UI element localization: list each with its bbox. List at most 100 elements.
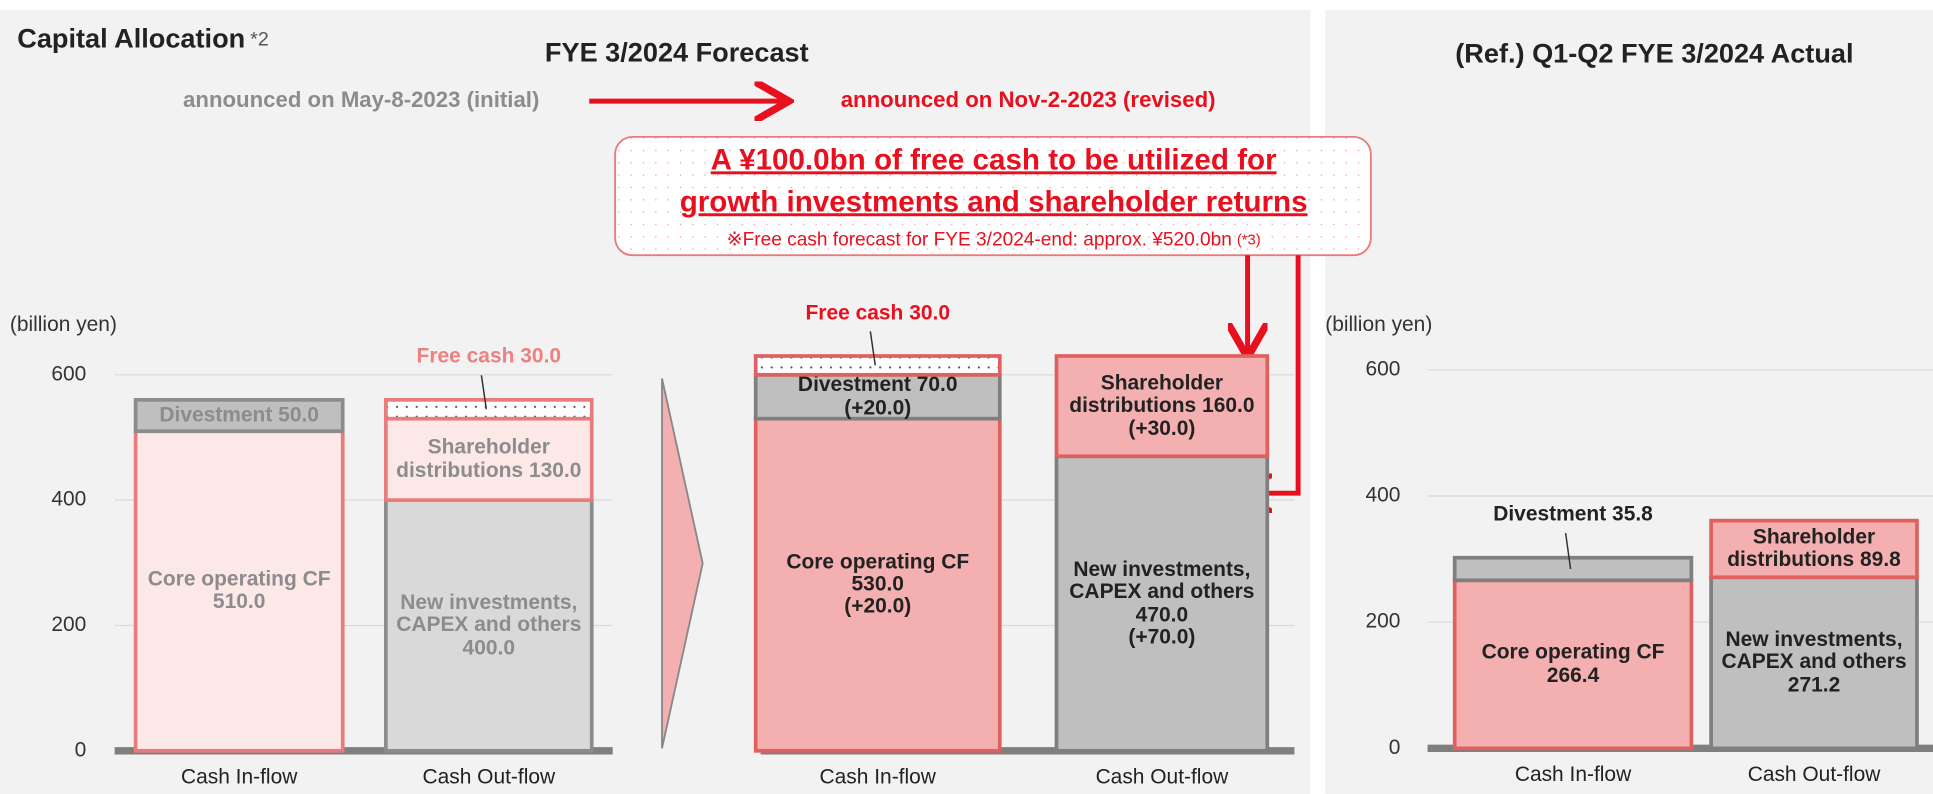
bar-segment: [753, 354, 1002, 377]
segment-label: New investments, CAPEX and others 271.2: [1704, 577, 1925, 748]
segment-label-text: New investments, CAPEX and others 271.2: [1704, 627, 1925, 697]
bar-segment: [753, 416, 1002, 753]
segment-label-box: Free cash 30.0: [706, 297, 1049, 329]
segment-label-text: Core operating CF 266.4: [1447, 640, 1698, 687]
initial-announcement: announced on May-8-2023 (initial): [183, 87, 539, 112]
transition-chevron: [661, 378, 704, 749]
segment-label-text: Divestment 35.8: [1405, 501, 1740, 526]
value-label: 70.0: [916, 372, 958, 397]
series-name: Divestment: [159, 402, 273, 427]
y-tick-label: 0: [75, 738, 87, 761]
callout-box: [614, 135, 1372, 257]
value-label: 271.2: [1787, 672, 1841, 697]
value-label: 266.4: [1546, 663, 1600, 687]
y-axis-label: (billion yen): [10, 313, 117, 336]
segment-label-box: Core operating CF 530.0 (+20.0): [748, 419, 1007, 751]
y-tick-label: 600: [1366, 357, 1401, 380]
change-label: (+20.0): [844, 594, 912, 619]
segment-label-box: New investments, CAPEX and others 470.0(…: [1049, 456, 1275, 751]
callout-text: growth investments and shareholder retur…: [680, 185, 1308, 218]
segment-label-box: Divestment 70.0 (+20.0): [748, 372, 1007, 419]
y-axis-label: (billion yen): [1325, 313, 1432, 336]
series-name: New investments, CAPEX and others: [396, 590, 582, 637]
x-tick-label: Cash In-flow: [820, 765, 937, 788]
series-name: Free cash: [416, 344, 515, 368]
segment-label: Divestment 70.0(+20.0): [748, 372, 1007, 419]
segment-label: Shareholder distributions 89.8: [1704, 521, 1925, 578]
x-tick-label: Cash In-flow: [181, 765, 298, 788]
callout-text: A ¥100.0bn of free cash to be utilized f…: [711, 143, 1277, 176]
bar-segment: [1709, 518, 1919, 580]
bar-segment: [1054, 454, 1270, 753]
value-label: 30.0: [520, 344, 562, 368]
segment-label: Divestment 35.8: [1405, 499, 1740, 531]
segment-label-text: Core operating CF 510.0: [128, 568, 350, 613]
segment-label-box: Shareholder distributions 89.8: [1704, 521, 1925, 578]
series-name: Divestment: [1493, 501, 1607, 526]
bar-segment: [133, 398, 345, 434]
change-label: (+20.0): [844, 395, 912, 419]
series-name: Core operating CF: [1481, 640, 1665, 664]
value-label: 470.0: [1135, 602, 1189, 626]
segment-label-text: Core operating CF 530.0 (+20.0): [748, 549, 1007, 619]
series-name: New investments, CAPEX and others: [1721, 627, 1907, 674]
series-name: Shareholder distributions: [1069, 370, 1224, 418]
callout-note: ※Free cash forecast for FYE 3/2024-end: …: [727, 229, 1261, 250]
segment-label: Free cash 30.0: [337, 341, 641, 373]
bar-segment: [1452, 555, 1694, 583]
bar-segment: [1452, 578, 1694, 751]
segment-label-box: Divestment 35.8: [1405, 499, 1740, 531]
change-label: (+70.0): [1128, 624, 1196, 649]
segment-label-text: Divestment 50.0: [128, 402, 350, 427]
series-name: Divestment: [797, 372, 911, 397]
change-label: (+30.0): [1128, 416, 1196, 440]
segment-label-text: New investments, CAPEX and others 470.0(…: [1049, 557, 1275, 649]
y-tick-label: 0: [1389, 736, 1401, 759]
series-name: Core operating CF: [786, 549, 970, 573]
series-name: Shareholder distributions: [1727, 525, 1876, 572]
segment-label: Core operating CF 530.0(+20.0): [748, 419, 1007, 751]
series-name: New investments, CAPEX and others: [1069, 557, 1255, 604]
y-tick-label: 200: [51, 613, 86, 636]
segment-label: New investments, CAPEX and others 470.0(…: [1049, 456, 1275, 751]
x-tick-label: Cash In-flow: [1515, 763, 1632, 786]
series-name: Free cash: [805, 300, 904, 324]
segment-label: Free cash 30.0: [706, 297, 1049, 329]
bar-segment: [1054, 354, 1270, 459]
value-label: 30.0: [909, 300, 950, 324]
segment-label-box: Free cash 30.0: [337, 341, 641, 373]
value-label: 530.0: [851, 572, 904, 596]
y-tick-label: 600: [51, 362, 86, 385]
segment-label-box: Core operating CF 266.4: [1447, 580, 1698, 748]
segment-label: Divestment 50.0: [128, 402, 350, 427]
value-label: 400.0: [462, 635, 516, 659]
segment-label: New investments, CAPEX and others 400.0: [378, 590, 599, 660]
value-label: 130.0: [528, 458, 582, 482]
bar-segment: [1709, 575, 1919, 751]
series-name: Core operating CF: [147, 567, 331, 591]
segment-label: Core operating CF 266.4: [1447, 580, 1698, 748]
actual-title: (Ref.) Q1-Q2 FYE 3/2024 Actual: [1455, 38, 1853, 69]
segment-label-box: Shareholder distributions 160.0 (+30.0): [1049, 356, 1275, 456]
segment-label-text: Shareholder distributions 130.0: [378, 435, 599, 482]
segment-label: Shareholder distributions 160.0(+30.0): [1049, 356, 1275, 456]
segment-label-text: New investments, CAPEX and others 400.0: [378, 590, 599, 660]
revised-announcement: announced on Nov-2-2023 (revised): [841, 87, 1216, 112]
segment-label-box: New investments, CAPEX and others 271.2: [1704, 577, 1925, 748]
forecast-title: FYE 3/2024 Forecast: [545, 36, 809, 67]
value-label: 160.0: [1202, 393, 1255, 418]
value-label: 510.0: [212, 589, 266, 614]
bar-segment: [753, 372, 1002, 421]
segment-label-text: Shareholder distributions 89.8: [1704, 525, 1925, 572]
leader-line: [1564, 532, 1572, 570]
y-tick-label: 200: [1366, 610, 1401, 633]
series-name: Shareholder distributions: [396, 435, 550, 482]
segment-label-text: Free cash 30.0: [337, 345, 641, 368]
leader-line: [480, 375, 488, 410]
slide-title: Capital Allocation *2: [17, 23, 269, 54]
y-tick-label: 400: [51, 488, 86, 511]
segment-label-box: Shareholder distributions 130.0: [378, 419, 599, 500]
segment-label-box: Core operating CF 510.0: [128, 431, 350, 751]
segment-label-text: Free cash 30.0: [706, 300, 1049, 325]
